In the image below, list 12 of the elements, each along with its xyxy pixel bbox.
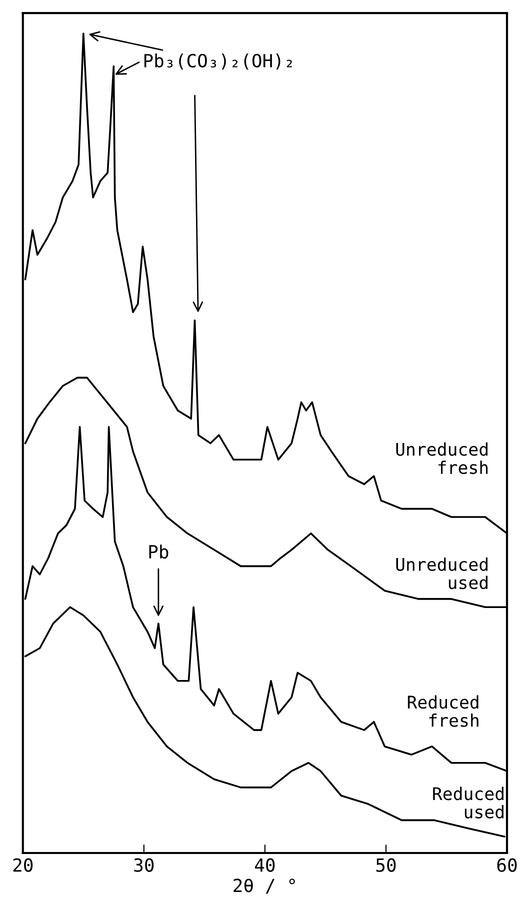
x-tick-label: 50: [376, 858, 396, 872]
series-label: Reduced fresh: [408, 695, 478, 727]
x-tick-label: 30: [134, 858, 154, 872]
series-label: Reduced used: [433, 786, 504, 818]
annotation: Pb₃(CO₃)₂(OH)₂: [144, 54, 292, 70]
series-label: Unreduced fresh: [396, 442, 488, 474]
x-axis-title: 2θ / °: [234, 878, 295, 894]
x-tick-label: 40: [254, 858, 275, 872]
x-tick-label: 60: [497, 858, 517, 872]
annotation: Pb: [149, 544, 168, 559]
x-tick-label: 20: [13, 858, 33, 872]
series-label: Unreduced used: [396, 558, 488, 590]
